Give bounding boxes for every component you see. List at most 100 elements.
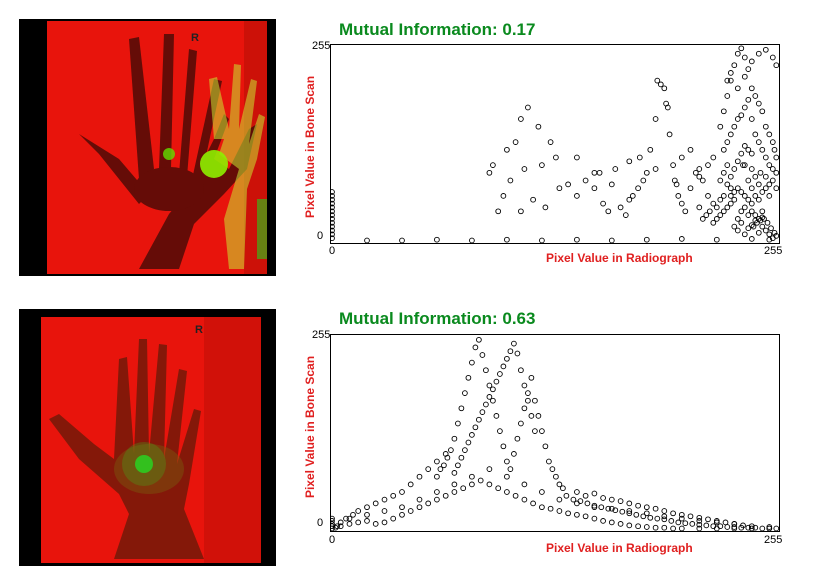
data-point bbox=[759, 223, 766, 230]
data-point bbox=[766, 525, 773, 532]
data-point bbox=[748, 150, 755, 157]
data-point bbox=[748, 236, 755, 242]
data-point bbox=[619, 508, 626, 515]
data-point bbox=[486, 394, 493, 400]
data-point bbox=[720, 208, 727, 215]
data-point bbox=[720, 146, 727, 153]
hand-silhouette-2 bbox=[49, 339, 204, 559]
x-axis-label-1: Pixel Value in Radiograph bbox=[546, 251, 693, 265]
data-point bbox=[574, 236, 580, 243]
data-point bbox=[771, 229, 778, 236]
data-point bbox=[696, 514, 703, 521]
image-marker-2: R bbox=[195, 324, 203, 336]
data-point bbox=[668, 518, 675, 524]
data-point bbox=[713, 525, 720, 532]
data-point bbox=[745, 66, 752, 72]
data-point bbox=[720, 108, 727, 115]
data-point bbox=[727, 200, 734, 207]
x-tick-min-2: 0 bbox=[329, 534, 336, 546]
data-point bbox=[759, 108, 766, 115]
data-point bbox=[682, 520, 689, 527]
data-point bbox=[617, 204, 624, 211]
data-point bbox=[518, 116, 524, 122]
data-point bbox=[696, 518, 703, 524]
data-point bbox=[699, 216, 706, 222]
data-point bbox=[530, 196, 536, 203]
data-point bbox=[773, 185, 780, 192]
data-point bbox=[490, 397, 496, 404]
data-point bbox=[330, 193, 335, 199]
data-point bbox=[479, 352, 486, 358]
data-point bbox=[738, 189, 745, 195]
data-point bbox=[727, 77, 734, 84]
data-point bbox=[713, 204, 720, 211]
data-point bbox=[661, 508, 668, 514]
data-point bbox=[754, 219, 760, 226]
data-point bbox=[629, 193, 636, 199]
data-point bbox=[518, 420, 524, 427]
data-point bbox=[528, 413, 535, 419]
data-point bbox=[493, 413, 500, 419]
data-point bbox=[472, 424, 479, 431]
data-point bbox=[565, 181, 571, 188]
data-point bbox=[330, 518, 335, 524]
data-point bbox=[504, 236, 510, 243]
data-point bbox=[678, 200, 685, 207]
data-point bbox=[600, 200, 606, 207]
data-point bbox=[752, 524, 759, 531]
data-point bbox=[734, 85, 741, 92]
data-point bbox=[654, 515, 661, 522]
data-point bbox=[549, 466, 556, 472]
data-point bbox=[608, 505, 615, 512]
data-point bbox=[495, 485, 502, 492]
data-point bbox=[675, 519, 682, 526]
data-point bbox=[678, 515, 685, 522]
data-point bbox=[717, 123, 724, 130]
hand-xray-2: R bbox=[19, 309, 276, 566]
data-point bbox=[710, 523, 717, 530]
data-point bbox=[769, 166, 776, 172]
plot-frame bbox=[330, 334, 780, 532]
data-point bbox=[731, 123, 738, 130]
data-point bbox=[330, 235, 335, 242]
data-point bbox=[755, 139, 762, 145]
data-point bbox=[617, 498, 624, 504]
data-point bbox=[717, 523, 724, 530]
data-point bbox=[731, 62, 738, 69]
data-point bbox=[745, 225, 752, 232]
data-point bbox=[556, 481, 563, 488]
data-point bbox=[635, 523, 641, 530]
data-point bbox=[720, 169, 727, 176]
data-point bbox=[762, 227, 769, 234]
data-point bbox=[717, 177, 724, 184]
data-point bbox=[724, 181, 731, 188]
data-point bbox=[521, 481, 528, 488]
data-point bbox=[546, 458, 552, 465]
data-point bbox=[643, 169, 650, 176]
data-point bbox=[507, 177, 514, 184]
data-point bbox=[563, 492, 570, 499]
data-point bbox=[759, 146, 766, 153]
data-point bbox=[720, 193, 727, 199]
data-point bbox=[608, 237, 615, 244]
data-point bbox=[717, 196, 724, 203]
data-point bbox=[372, 500, 379, 507]
data-point bbox=[455, 462, 461, 469]
data-point bbox=[734, 227, 741, 234]
data-point bbox=[521, 405, 528, 412]
data-point bbox=[574, 511, 580, 518]
data-point bbox=[670, 525, 676, 532]
data-point bbox=[591, 502, 598, 509]
data-point bbox=[773, 525, 780, 532]
data-point bbox=[731, 166, 738, 172]
data-point bbox=[661, 524, 668, 531]
data-point bbox=[448, 447, 454, 453]
data-point bbox=[678, 511, 685, 518]
data-point bbox=[705, 193, 711, 199]
data-point bbox=[734, 216, 741, 222]
data-point bbox=[633, 511, 640, 518]
data-point bbox=[469, 237, 475, 244]
data-point bbox=[337, 523, 344, 530]
data-point bbox=[675, 193, 682, 199]
data-point bbox=[556, 496, 563, 503]
